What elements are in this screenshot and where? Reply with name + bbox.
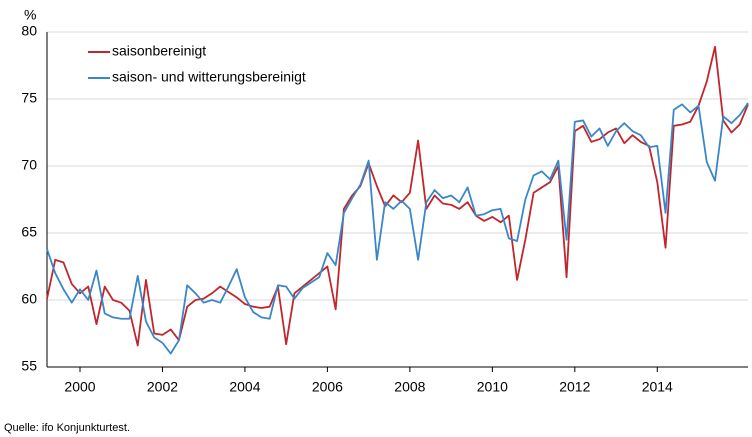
legend-label: saison- und witterungsbereinigt [112,69,306,85]
x-tick-label: 2002 [147,379,178,395]
y-unit: % [24,7,36,23]
y-tick-label: 60 [21,291,37,307]
x-tick-label: 2012 [559,379,590,395]
x-tick-label: 2006 [312,379,343,395]
y-tick-label: 55 [21,358,37,374]
series-line [46,45,749,347]
y-tick-label: 70 [21,157,37,173]
x-tick-label: 2014 [642,379,673,395]
x-tick-label: 2010 [477,379,508,395]
y-tick-label: 65 [21,224,37,240]
x-tick-label: 2008 [394,379,425,395]
x-tick-label: 2000 [64,379,95,395]
legend-label: saisonbereinigt [112,43,206,59]
series-line [46,102,749,355]
y-tick-label: 80 [21,23,37,39]
source: Quelle: ifo Konjunkturtest. [4,422,130,434]
x-tick-label: 2004 [229,379,260,395]
y-tick-label: 75 [21,90,37,106]
